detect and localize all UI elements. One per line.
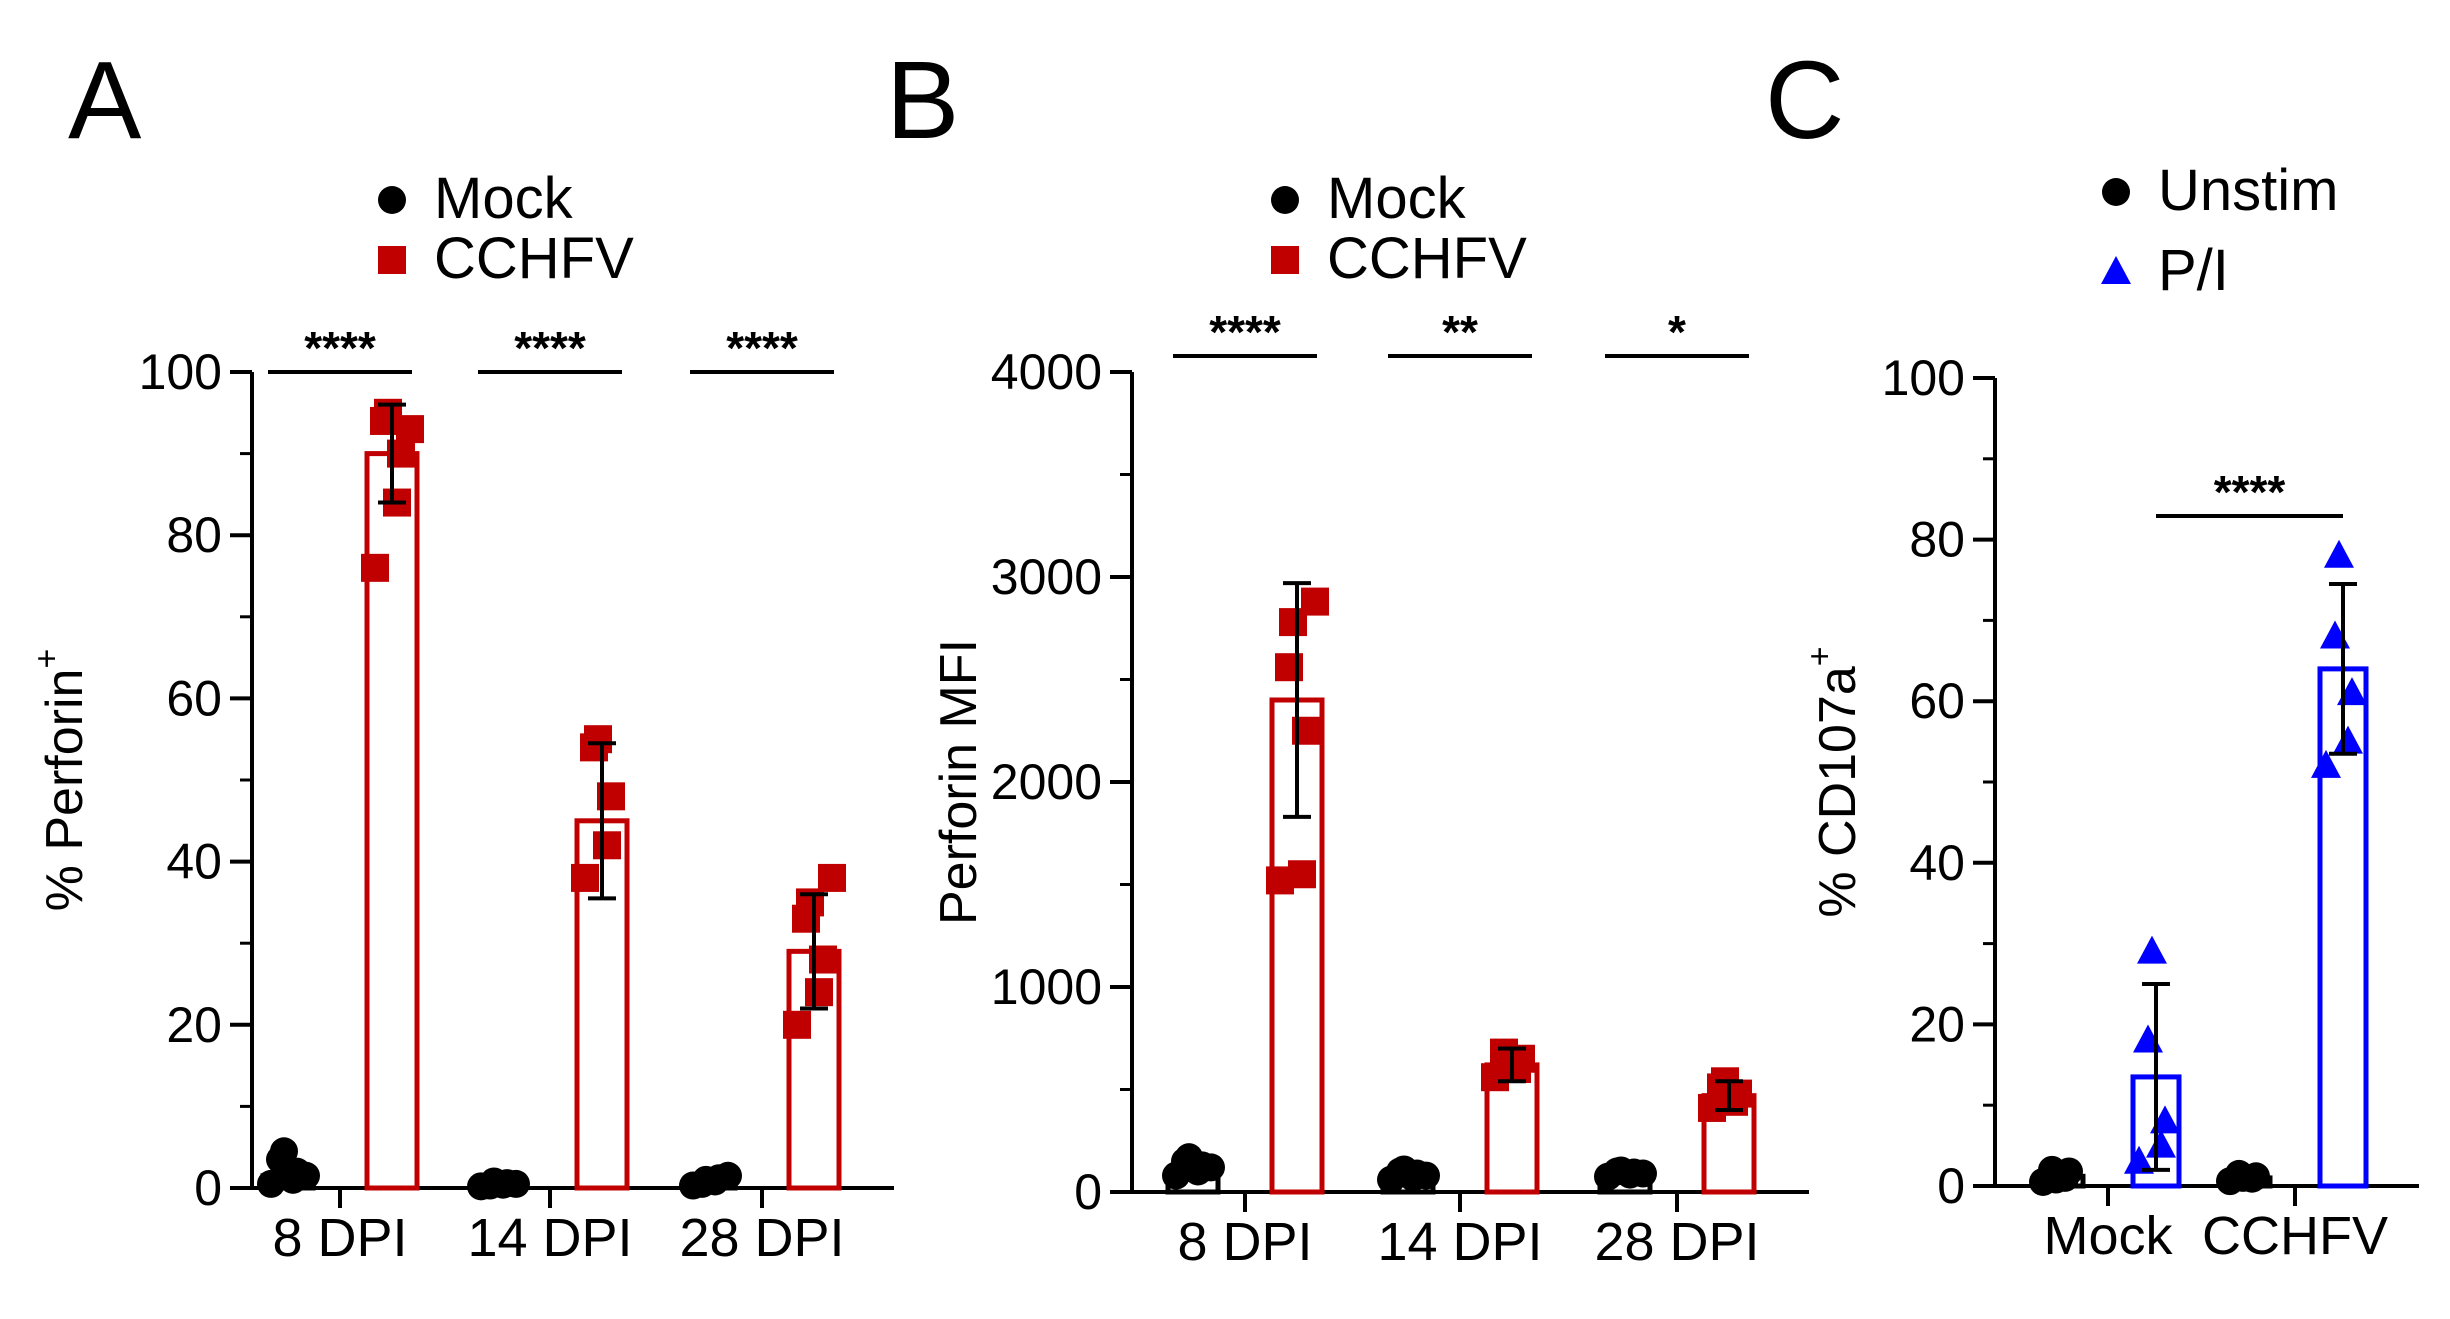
y-axis-label: % Perforin+ (28, 649, 94, 912)
legend-label: Mock (1327, 166, 1467, 231)
data-point (1390, 1155, 1418, 1184)
data-point (1301, 587, 1329, 616)
data-point (2320, 620, 2350, 649)
y-tick-label: 3000 (991, 549, 1102, 605)
data-point (818, 863, 846, 892)
panel-c: C Unstim P/I 0 20 40 60 80 100 % CD107a+ Mock CCHFV… (1765, 39, 2419, 1266)
data-point (270, 1137, 298, 1166)
significance-label: * (1668, 306, 1686, 358)
significance-label: **** (514, 322, 586, 374)
y-tick-label: 1000 (991, 959, 1102, 1015)
data-point (584, 725, 612, 754)
x-tick-label: 28 DPI (1594, 1212, 1759, 1272)
x-tick-label: 8 DPI (1177, 1212, 1312, 1272)
y-axis-label: % CD107a+ (1801, 646, 1867, 917)
data-point (571, 863, 599, 892)
panel-letter: C (1765, 39, 1844, 162)
y-axis-label-superscript: + (28, 649, 66, 669)
data-point (2137, 935, 2167, 964)
y-tick-label: 40 (1909, 835, 1965, 891)
panel-letter: B (886, 39, 959, 162)
x-tick-label: 28 DPI (679, 1208, 844, 1268)
y-tick-label: 100 (1882, 350, 1965, 406)
x-tick-label: Mock (2043, 1206, 2173, 1266)
y-tick-label: 2000 (991, 754, 1102, 810)
y-axis-label-text: Perforin MFI (930, 639, 988, 925)
data-point (2229, 1163, 2257, 1192)
legend-marker (2101, 256, 2131, 284)
data-point (714, 1161, 742, 1190)
data-point (2042, 1165, 2070, 1194)
y-tick-label: 40 (166, 834, 222, 890)
legend-marker (378, 246, 406, 274)
data-point (593, 831, 621, 860)
data-point (292, 1161, 320, 1190)
legend-marker (1271, 246, 1299, 274)
data-point (1288, 860, 1316, 889)
data-point (396, 415, 424, 444)
significance-label: **** (726, 322, 798, 374)
legend-label: Mock (434, 166, 574, 231)
y-axis-label-text: % CD107a (1809, 666, 1867, 918)
y-tick-label: 100 (139, 344, 222, 400)
y-tick-label: 20 (166, 997, 222, 1053)
y-axis-label-superscript: + (1801, 646, 1839, 666)
y-tick-label: 80 (1909, 512, 1965, 568)
significance-label: **** (2214, 466, 2286, 518)
data-point (2324, 539, 2354, 568)
data-point (1629, 1159, 1657, 1188)
data-point (805, 978, 833, 1007)
y-tick-label: 0 (1074, 1164, 1102, 1220)
legend-label: P/I (2158, 238, 2229, 303)
data-point (502, 1169, 530, 1198)
data-point (2124, 1145, 2154, 1174)
significance-label: **** (304, 322, 376, 374)
y-tick-label: 0 (1937, 1158, 1965, 1214)
legend-marker (1271, 186, 1299, 214)
data-point (361, 553, 389, 582)
legend-label: CCHFV (1327, 226, 1527, 291)
legend-label: Unstim (2158, 158, 2338, 223)
legend-marker (2102, 178, 2130, 206)
data-point (2333, 725, 2363, 754)
y-tick-label: 80 (166, 507, 222, 563)
data-point (2311, 749, 2341, 778)
legend-label: CCHFV (434, 226, 634, 291)
data-point (2133, 1024, 2163, 1053)
data-point (257, 1169, 285, 1198)
x-tick-label: CCHFV (2202, 1206, 2388, 1266)
data-point (1197, 1153, 1225, 1182)
data-point (1412, 1161, 1440, 1190)
legend-marker (378, 186, 406, 214)
significance-label: **** (1209, 306, 1281, 358)
panel-letter: A (68, 39, 142, 162)
data-point (783, 1010, 811, 1039)
y-tick-label: 0 (194, 1160, 222, 1216)
data-point (2146, 1129, 2176, 1158)
y-axis-label: Perforin MFI (930, 639, 988, 925)
significance-label: ** (1442, 306, 1478, 358)
y-tick-label: 4000 (991, 344, 1102, 400)
x-tick-label: 14 DPI (1377, 1212, 1542, 1272)
y-axis-label-text: % Perforin (36, 669, 94, 912)
y-tick-label: 60 (166, 670, 222, 726)
x-tick-label: 14 DPI (467, 1208, 632, 1268)
x-tick-label: 8 DPI (272, 1208, 407, 1268)
y-tick-label: 20 (1909, 996, 1965, 1052)
y-tick-label: 60 (1909, 673, 1965, 729)
